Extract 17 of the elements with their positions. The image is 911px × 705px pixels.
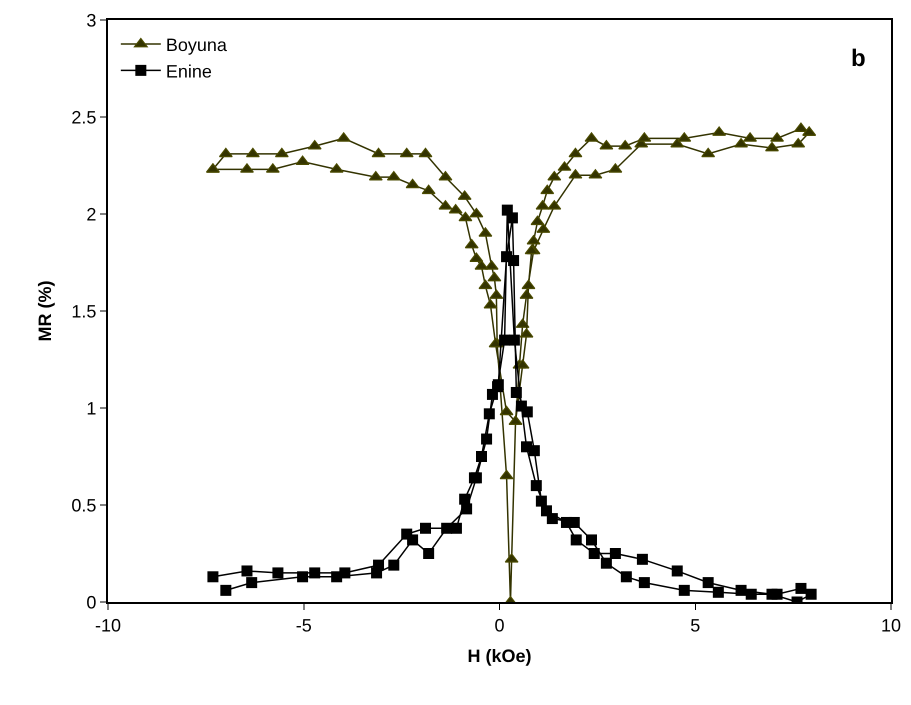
y-tick-label: 1	[86, 398, 96, 418]
y-tick-label: 2.5	[71, 107, 96, 128]
y-axis-title: MR (%)	[35, 280, 56, 342]
y-tick-label: 0	[86, 592, 96, 612]
annotation: b	[851, 45, 866, 72]
x-tick-label: 0	[494, 616, 505, 636]
y-tick-label: 0.5	[71, 495, 96, 516]
legend-label: Boyuna	[166, 35, 228, 56]
x-tick-label: 10	[880, 616, 902, 636]
x-tick-label: -10	[94, 616, 122, 636]
x-tick-label: -5	[296, 616, 312, 636]
y-tick-label: 3	[86, 10, 96, 30]
y-tick-label: 2	[86, 204, 96, 224]
x-tick-label: 5	[690, 616, 700, 636]
y-tick-label: 1.5	[71, 301, 96, 322]
x-axis-title: H (kOe)	[467, 646, 532, 666]
legend-label: Enine	[166, 61, 212, 82]
